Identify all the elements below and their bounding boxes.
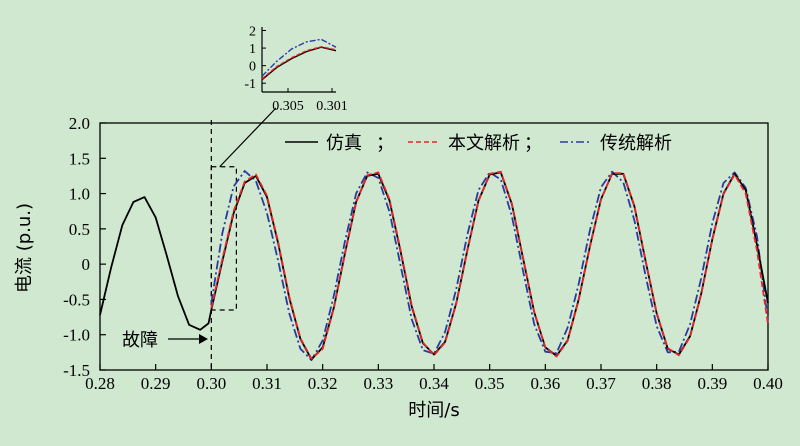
- x-tick-label: 0.37: [586, 374, 616, 393]
- fault-annotation: 故障: [122, 330, 158, 351]
- inset-y-tick-label: 0: [249, 60, 256, 75]
- y-tick-label: 0: [82, 255, 91, 274]
- legend-separator-2: ；: [524, 133, 542, 154]
- inset-x-tick-label: 0.301: [316, 99, 348, 114]
- x-tick-label: 0.38: [642, 374, 672, 393]
- inset-series: [261, 38, 337, 81]
- inset-plot: 2 1 0 -1 0.305 0.301: [244, 25, 347, 114]
- legend: 仿真 ； 本文解析 ； 传统解析: [285, 133, 672, 154]
- x-tick-label: 0.40: [753, 374, 783, 393]
- series-group: [99, 170, 769, 362]
- zoom-link-line: [219, 107, 277, 168]
- x-tick-label: 0.32: [308, 374, 338, 393]
- x-tick-label: 0.31: [252, 374, 282, 393]
- x-tick-label: 0.28: [85, 374, 115, 393]
- inset-ticks: 2 1 0 -1 0.305 0.301: [244, 25, 347, 114]
- inset-y-tick-label: 2: [249, 25, 256, 40]
- y-tick-label: -1.0: [63, 326, 90, 345]
- series-line-1: [210, 170, 769, 360]
- inset-x-tick-label: 0.305: [272, 99, 304, 114]
- legend-label-sim: 仿真: [326, 133, 362, 154]
- y-tick-label: 2.0: [69, 114, 90, 133]
- x-tick-label: 0.35: [475, 374, 505, 393]
- series-line-0: [99, 171, 769, 361]
- legend-label-traditional: 传统解析: [600, 133, 672, 154]
- y-tick-label: 1.5: [69, 149, 90, 168]
- legend-label-analytic: 本文解析: [448, 133, 520, 154]
- y-tick-label: -0.5: [63, 290, 90, 309]
- zoom-box: [210, 166, 237, 311]
- x-axis-ticks: 0.28 0.29 0.30 0.31 0.32 0.33 0.34 0.35 0.36 0.37…: [85, 364, 783, 393]
- inset-series-line-2: [261, 38, 337, 77]
- x-tick-label: 0.29: [141, 374, 171, 393]
- inset-series-line-1: [261, 45, 337, 80]
- x-tick-label: 0.34: [419, 374, 449, 393]
- x-tick-label: 0.30: [196, 374, 226, 393]
- inset-y-tick-label: 1: [249, 42, 256, 57]
- x-tick-label: 0.33: [363, 374, 393, 393]
- fault-arrowhead: [199, 334, 208, 344]
- y-axis-label: 电流 (p.u.): [14, 203, 35, 293]
- x-axis-label: 时间/s: [408, 400, 459, 421]
- inset-series-line-0: [261, 46, 337, 81]
- series-line-2: [210, 170, 769, 362]
- y-tick-label: -1.5: [63, 361, 90, 380]
- y-tick-label: 0.5: [69, 220, 90, 239]
- y-tick-label: 1.0: [69, 185, 90, 204]
- x-tick-label: 0.36: [530, 374, 560, 393]
- legend-separator-1: ；: [376, 133, 394, 154]
- plot-frame: [99, 122, 769, 371]
- inset-y-tick-label: -1: [244, 77, 256, 92]
- y-axis-ticks: 2.0 1.5 1.0 0.5 0 -0.5 -1.0 -1.5: [63, 114, 106, 380]
- x-tick-label: 0.39: [697, 374, 727, 393]
